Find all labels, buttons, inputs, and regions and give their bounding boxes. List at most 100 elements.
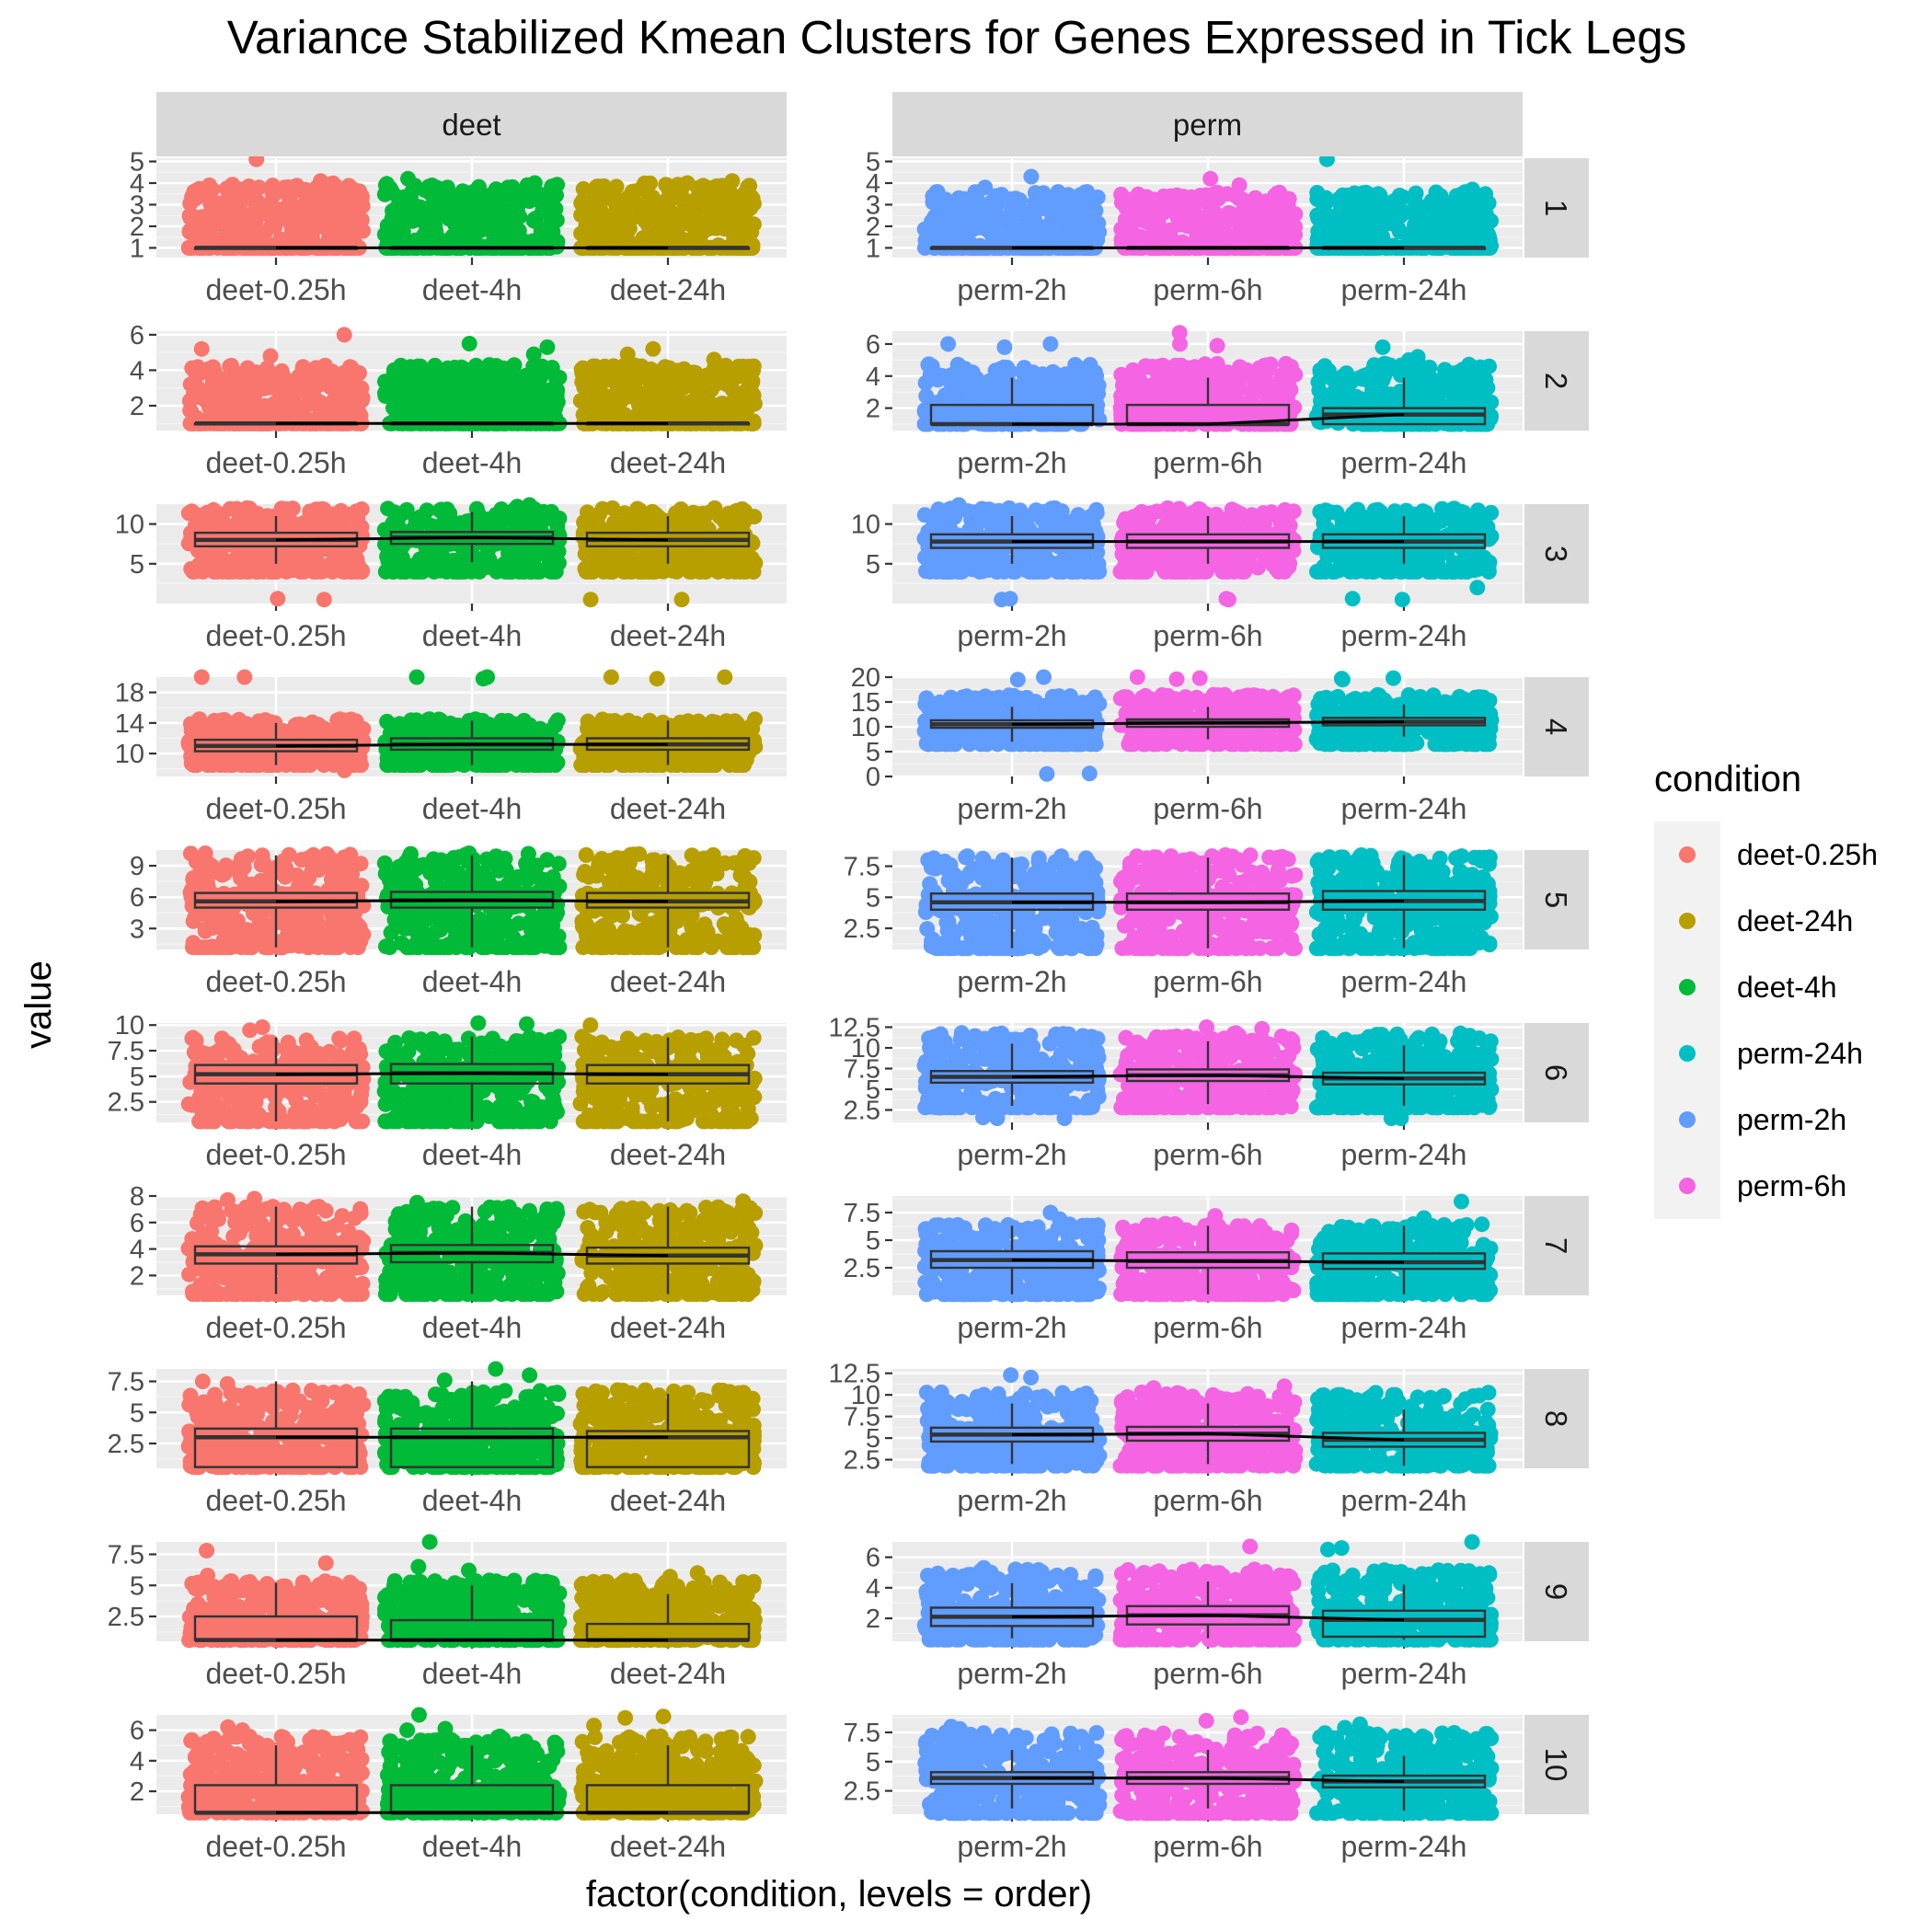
point xyxy=(928,211,945,227)
outlier-point xyxy=(1042,336,1059,352)
point xyxy=(491,182,508,199)
point xyxy=(202,399,219,416)
point xyxy=(1163,360,1179,376)
point xyxy=(293,199,309,215)
outlier-point xyxy=(1374,339,1391,355)
point xyxy=(613,393,629,409)
point xyxy=(525,212,542,228)
point xyxy=(925,188,941,204)
y-tick-label: 3 xyxy=(130,190,144,220)
point xyxy=(1260,380,1277,397)
point xyxy=(1121,388,1138,405)
point xyxy=(1351,370,1367,386)
point xyxy=(402,359,419,375)
point xyxy=(339,190,355,207)
point xyxy=(1310,189,1326,205)
point xyxy=(1139,359,1155,375)
y-tick-label: 5 xyxy=(130,148,144,178)
point xyxy=(267,563,283,580)
x-tick-label-deet-24h: deet-24h xyxy=(610,446,726,479)
point xyxy=(1443,379,1459,396)
point xyxy=(429,206,445,223)
point xyxy=(1398,204,1414,221)
point xyxy=(1175,189,1191,205)
outlier-point xyxy=(1464,181,1480,198)
point xyxy=(483,365,500,381)
x-tick-label-deet-0.25h: deet-0.25h xyxy=(205,619,346,652)
point xyxy=(662,206,679,223)
point xyxy=(350,203,366,220)
point xyxy=(1024,208,1041,224)
point xyxy=(745,216,762,233)
point xyxy=(1352,200,1369,216)
point xyxy=(425,182,442,199)
point xyxy=(742,200,759,216)
outlier-point xyxy=(706,351,722,368)
outlier-point xyxy=(316,592,332,608)
point xyxy=(575,360,592,376)
point xyxy=(727,219,743,236)
point xyxy=(1324,209,1340,225)
point xyxy=(222,394,238,410)
point xyxy=(1280,385,1296,402)
point xyxy=(397,189,413,205)
point xyxy=(737,184,753,201)
point xyxy=(319,370,336,386)
point xyxy=(1016,360,1032,376)
point xyxy=(1466,216,1482,233)
point xyxy=(978,212,995,228)
point xyxy=(457,392,474,408)
point xyxy=(1480,195,1497,212)
x-tick-label-deet-24h: deet-24h xyxy=(610,619,726,652)
point xyxy=(718,397,734,412)
point xyxy=(1386,193,1402,209)
point xyxy=(1280,197,1296,213)
point xyxy=(264,199,281,215)
point xyxy=(379,217,396,234)
point xyxy=(699,377,716,394)
point xyxy=(305,368,322,385)
point xyxy=(503,390,520,407)
x-tick-label-deet-4h: deet-4h xyxy=(422,619,523,652)
outlier-point xyxy=(193,340,210,357)
point xyxy=(328,178,344,195)
outlier-point xyxy=(1231,177,1248,193)
y-tick-label: 4 xyxy=(130,356,144,385)
point xyxy=(608,369,625,385)
points-deet-24h xyxy=(573,173,762,256)
outlier-point xyxy=(996,339,1013,355)
point xyxy=(336,371,352,387)
y-axis-title: value xyxy=(18,960,59,1049)
outlier-point xyxy=(1172,336,1188,352)
points-deet-4h xyxy=(376,170,566,256)
outlier-point xyxy=(619,346,636,362)
outlier-point xyxy=(539,339,556,355)
outlier-point xyxy=(645,340,661,357)
point xyxy=(200,181,216,198)
y-tick-label: 5 xyxy=(130,550,144,580)
outlier-point xyxy=(526,175,543,191)
point xyxy=(964,373,981,389)
point xyxy=(588,190,604,206)
point xyxy=(1395,388,1410,405)
point xyxy=(745,387,762,404)
point xyxy=(391,371,408,387)
point xyxy=(1328,386,1345,403)
x-tick-label-perm-2h: perm-2h xyxy=(957,273,1066,306)
point xyxy=(549,177,566,193)
point xyxy=(233,563,249,580)
point xyxy=(313,563,329,580)
point xyxy=(419,371,435,387)
point xyxy=(1060,187,1076,203)
point xyxy=(465,372,480,388)
point xyxy=(428,223,444,239)
outlier-point xyxy=(940,336,957,352)
point xyxy=(399,201,416,218)
y-tick-label: 4 xyxy=(866,362,880,392)
point xyxy=(206,201,223,218)
point xyxy=(190,380,206,396)
point xyxy=(1428,184,1444,201)
